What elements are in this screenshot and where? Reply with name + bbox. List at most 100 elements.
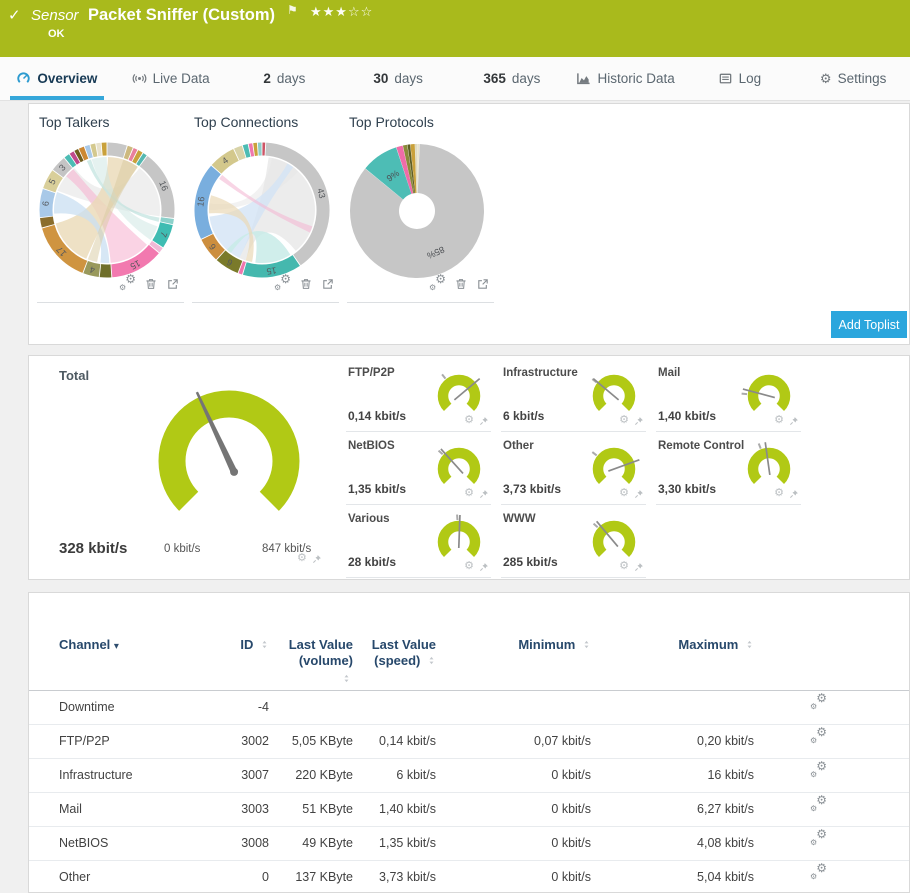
add-toplist-button[interactable]: Add Toplist	[831, 311, 907, 338]
pin-icon[interactable]	[479, 416, 489, 426]
table-header-row: Channel ▾ ID Last Value (volume) Last Value…	[29, 593, 909, 691]
channel-gauge-name: Other	[503, 440, 534, 452]
delete-icon[interactable]	[454, 277, 468, 291]
open-toplist-icon[interactable]	[321, 277, 335, 291]
cell-last_speed: 0,14 kbit/s	[379, 734, 436, 748]
tab-live-data[interactable]: Live Data	[114, 57, 228, 100]
svg-text:16: 16	[157, 179, 170, 192]
channel-gauge-other: Other 3,73 kbit/s ⚙	[501, 434, 646, 505]
tab-log[interactable]: Log	[683, 57, 797, 100]
cell-last_speed	[353, 691, 436, 724]
top-talkers-chart[interactable]: 16 7 15 4 17 6 5 3	[37, 132, 177, 282]
table-row-ftp-p2p: FTP/P2P 3002 5,05 KByte 0,14 kbit/s 0,07 kbi…	[29, 725, 909, 759]
tab-2-days[interactable]: 2 days	[263, 71, 306, 86]
gauge-settings-icon[interactable]: ⚙	[464, 487, 474, 499]
toplist-settings-icon[interactable]: ⚙ ⚙	[274, 272, 291, 292]
tab-overview[interactable]: Overview	[0, 57, 114, 100]
cell-channel: Infrastructure	[59, 768, 133, 782]
channel-gauge-value: 1,35 kbit/s	[348, 482, 407, 496]
gauge-settings-icon[interactable]: ⚙	[619, 414, 629, 426]
cell-minimum: 0 kbit/s	[551, 768, 591, 782]
tab-365-days[interactable]: 365 days	[483, 71, 541, 86]
cell-last_speed: 6 kbit/s	[396, 768, 436, 782]
cell-channel: Other	[59, 870, 91, 884]
pin-icon[interactable]	[634, 489, 644, 499]
log-icon	[718, 71, 733, 86]
channel-gauge-infrastructure: Infrastructure 6 kbit/s ⚙	[501, 361, 646, 432]
table-row-other: Other 0 137 KByte 3,73 kbit/s 0 kbit/s 5,04 k…	[29, 861, 909, 892]
cell-last_volume: 5,05 KByte	[291, 734, 353, 748]
channel-gauge-name: WWW	[503, 513, 536, 525]
table-body: Downtime -4 ⚙ ⚙ FTP/P2P 3002 5,05 KByte 0,14 kb…	[29, 691, 909, 892]
toplist-settings-icon[interactable]: ⚙ ⚙	[429, 272, 446, 292]
channel-settings-icon[interactable]: ⚙ ⚙	[810, 725, 827, 745]
column-header-last-value-speed-[interactable]: Last Value (speed)	[371, 637, 436, 668]
tab-historic-data[interactable]: Historic Data	[569, 57, 683, 100]
column-header-maximum[interactable]: Maximum	[591, 637, 754, 690]
cell-id: 3007	[241, 768, 269, 782]
column-header-minimum[interactable]: Minimum	[436, 637, 591, 690]
svg-text:16: 16	[195, 196, 206, 207]
gauge-settings-icon[interactable]: ⚙	[619, 487, 629, 499]
svg-text:5: 5	[47, 177, 58, 186]
cell-id: 3003	[241, 802, 269, 816]
svg-text:43: 43	[315, 187, 327, 199]
pin-icon[interactable]	[634, 562, 644, 572]
cell-maximum	[591, 691, 754, 724]
open-toplist-icon[interactable]	[166, 277, 180, 291]
channel-settings-icon[interactable]: ⚙ ⚙	[810, 827, 827, 847]
channel-settings-icon[interactable]: ⚙ ⚙	[810, 759, 827, 779]
gauge-settings-icon[interactable]: ⚙	[464, 560, 474, 572]
channel-gauge-svg	[591, 374, 636, 412]
gauge-settings-icon[interactable]: ⚙	[774, 414, 784, 426]
live-icon	[132, 71, 147, 86]
pin-icon[interactable]	[634, 416, 644, 426]
tab-30-days[interactable]: 30 days	[373, 71, 423, 86]
sort-icon	[427, 656, 436, 665]
toplist-settings-icon[interactable]: ⚙ ⚙	[119, 272, 136, 292]
channel-gauge-value: 0,14 kbit/s	[348, 409, 407, 423]
gauge-settings-icon[interactable]: ⚙	[619, 560, 629, 572]
status-check-icon: ✓	[8, 7, 21, 24]
status-badge: OK	[48, 28, 65, 40]
svg-text:6: 6	[40, 201, 50, 207]
top-connections-chart[interactable]: 43 15 66 16 4	[192, 132, 332, 282]
pin-icon[interactable]	[479, 489, 489, 499]
delete-icon[interactable]	[144, 277, 158, 291]
gear-icon: ⚙	[819, 70, 832, 86]
toplist-top-connections: Top Connections 43 15 6 6 16 4 ⚙ ⚙	[192, 104, 339, 303]
cell-last_speed: 1,35 kbit/s	[379, 836, 436, 850]
tab-settings[interactable]: ⚙ Settings	[819, 70, 887, 87]
gauge-settings-icon[interactable]: ⚙	[297, 552, 307, 564]
column-header-last-value-volume-[interactable]: Last Value (volume)	[269, 637, 353, 690]
priority-stars[interactable]: ★★★☆☆	[310, 4, 374, 19]
total-gauge	[144, 374, 314, 549]
cell-channel: Downtime	[59, 700, 115, 714]
svg-text:4: 4	[220, 155, 230, 166]
channel-settings-icon[interactable]: ⚙ ⚙	[810, 691, 827, 711]
svg-text:15: 15	[266, 265, 277, 276]
flag-icon[interactable]: ⚑	[287, 3, 298, 17]
open-toplist-icon[interactable]	[476, 277, 490, 291]
svg-text:3: 3	[57, 162, 68, 173]
cell-minimum: 0 kbit/s	[551, 836, 591, 850]
total-gauge-label: Total	[59, 368, 90, 383]
gauge-settings-icon[interactable]: ⚙	[464, 414, 474, 426]
column-header-channel[interactable]: Channel ▾	[59, 637, 119, 652]
pin-icon[interactable]	[479, 562, 489, 572]
delete-icon[interactable]	[299, 277, 313, 291]
channel-settings-icon[interactable]: ⚙ ⚙	[810, 793, 827, 813]
pin-icon[interactable]	[789, 489, 799, 499]
top-protocols-chart[interactable]: 85%9%	[347, 132, 487, 282]
gauge-settings-icon[interactable]: ⚙	[774, 487, 784, 499]
cell-maximum: 6,27 kbit/s	[697, 802, 754, 816]
cell-channel: NetBIOS	[59, 836, 109, 850]
column-header-id[interactable]: ID	[189, 637, 269, 690]
channel-gauge-value: 285 kbit/s	[503, 555, 558, 569]
cell-last_volume: 51 KByte	[302, 802, 353, 816]
channel-settings-icon[interactable]: ⚙ ⚙	[810, 861, 827, 881]
pin-icon[interactable]	[789, 416, 799, 426]
table-row-mail: Mail 3003 51 KByte 1,40 kbit/s 0 kbit/s 6,27 …	[29, 793, 909, 827]
pin-icon[interactable]	[312, 554, 322, 564]
